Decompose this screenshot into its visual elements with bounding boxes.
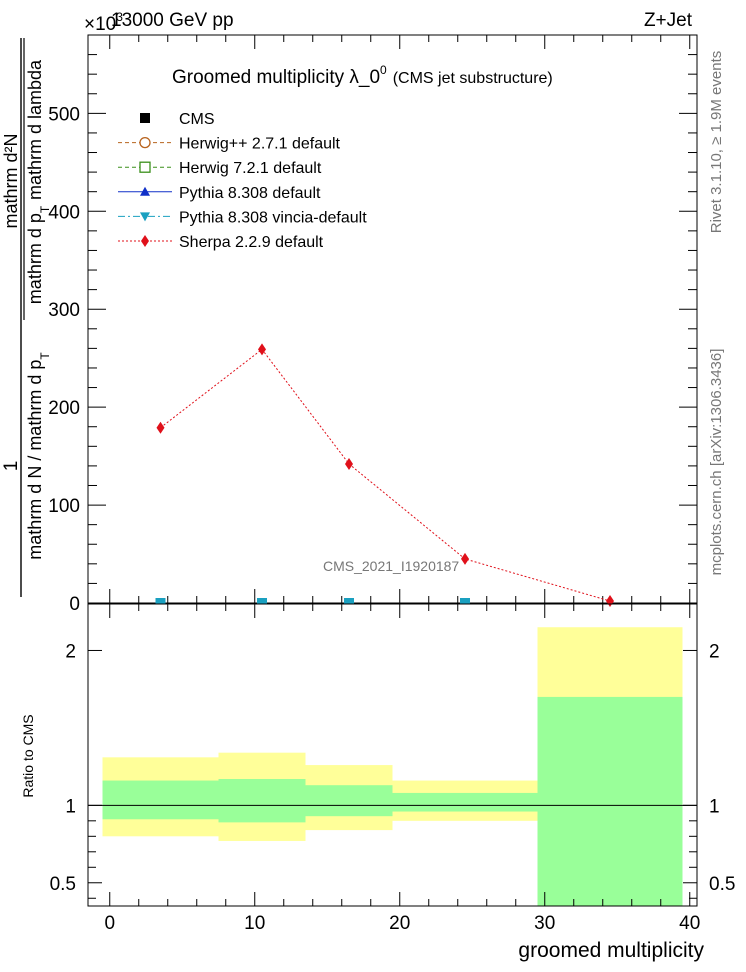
x-axis-label: groomed multiplicity (518, 939, 704, 962)
main-y-tick-label: 200 (48, 398, 80, 419)
legend: CMS Herwig++ 2.7.1 default Herwig 7.2.1 de… (118, 111, 367, 251)
legend-label: Sherpa 2.2.9 default (179, 234, 324, 251)
legend-marker (141, 235, 149, 247)
legend-label: Herwig 7.2.1 default (179, 160, 322, 177)
legend-item: Pythia 8.308 default (118, 185, 321, 202)
x-tick-label: 20 (389, 913, 410, 934)
ylabel-numerator-one: 1 (1, 461, 22, 472)
legend-marker (139, 136, 151, 149)
ratio-stat-band (305, 785, 393, 817)
ratio-y-tick-label: 2 (65, 641, 76, 662)
series-layer (155, 343, 614, 608)
ratio-stat-band (392, 792, 538, 812)
x-tick-label: 30 (534, 913, 555, 934)
ratio-y-tick-label-right: 1 (709, 796, 720, 817)
energy-label: 13000 GeV pp (111, 10, 234, 31)
legend-marker (139, 161, 151, 173)
x-tick-label: 40 (679, 913, 700, 934)
ratio-y-tick-label: 0.5 (50, 874, 76, 895)
legend-label: Herwig++ 2.7.1 default (179, 136, 341, 153)
legend-marker (140, 212, 150, 222)
legend-item: Herwig 7.2.1 default (118, 160, 322, 177)
main-axis-ticks: 0 100 200 300 400 500 (48, 34, 697, 615)
plot-title: Groomed multiplicity λ_00 (CMS jet substr… (172, 63, 553, 88)
ratio-axis-ticks: 0.5 0.51 12 20 10 20 30 40 (50, 604, 735, 934)
legend-item: Pythia 8.308 vincia-default (118, 209, 367, 226)
legend-label: Pythia 8.308 default (179, 185, 321, 202)
vincia-point (155, 598, 166, 604)
ratio-y-tick-label-right: 2 (709, 641, 720, 662)
sherpa-point (156, 421, 165, 434)
mcplots-label: mcplots.cern.ch [arXiv:1306.3436] (708, 349, 725, 576)
vincia-point (257, 598, 267, 604)
ratio-stat-band (102, 780, 219, 820)
vincia-point (460, 598, 470, 604)
legend-item: CMS (140, 111, 215, 128)
ratio-stat-band (537, 696, 683, 906)
ratio-y-axis-label: Ratio to CMS (20, 714, 36, 797)
legend-label: Pythia 8.308 vincia-default (179, 209, 367, 226)
sherpa-point (461, 552, 469, 565)
main-y-axis-label: 1 mathrm d²N mathrm d N / mathrm d pT ma… (1, 38, 52, 597)
ratio-y-tick-label-right: 0.5 (709, 874, 735, 895)
ylabel-denominator-two: mathrm d pT (25, 205, 52, 304)
legend-label: CMS (179, 111, 215, 128)
ylabel-numerator-two: mathrm d²N (1, 133, 21, 228)
ratio-y-tick-label: 1 (65, 796, 76, 817)
legend-marker (140, 113, 150, 123)
ylabel-denominator-three: mathrm d lambda (25, 59, 45, 200)
analysis-watermark: CMS_2021_I1920187 (323, 558, 459, 574)
x-tick-label: 10 (244, 913, 265, 934)
legend-marker (140, 186, 150, 196)
ylabel-denominator-one: mathrm d N / mathrm d pT (25, 352, 52, 560)
sherpa-point (345, 457, 353, 470)
main-y-tick-label: 0 (69, 594, 80, 615)
exponent-label: ×103 (84, 10, 123, 35)
legend-item: Sherpa 2.2.9 default (118, 234, 324, 251)
rivet-label: Rivet 3.1.10, ≥ 1.9M events (708, 51, 725, 234)
main-plot-frame (87, 34, 698, 604)
main-y-tick-label: 500 (48, 104, 80, 125)
x-tick-label: 0 (104, 913, 115, 934)
ratio-stat-band (218, 779, 306, 823)
main-y-tick-label: 300 (48, 300, 80, 321)
vincia-point (344, 598, 354, 604)
main-y-tick-label: 400 (48, 202, 80, 223)
sherpa-point (258, 343, 266, 356)
main-y-tick-label: 100 (48, 496, 80, 517)
ratio-plot-frame (87, 603, 698, 907)
legend-item: Herwig++ 2.7.1 default (118, 136, 341, 153)
ratio-bands (102, 627, 683, 906)
process-label: Z+Jet (644, 10, 693, 31)
